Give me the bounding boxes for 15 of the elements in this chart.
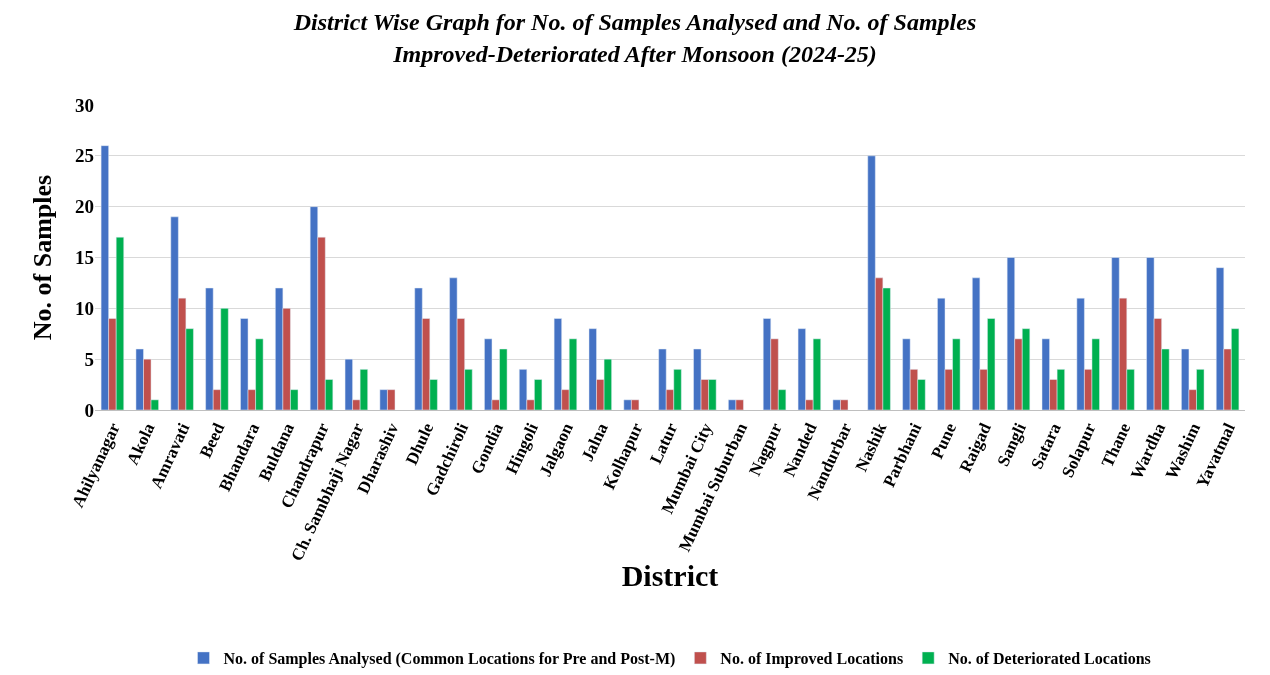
x-axis-title: District <box>621 559 719 593</box>
y-tick-label: 0 <box>84 399 94 421</box>
y-tick-label: 5 <box>84 348 94 370</box>
chart-title: District Wise Graph for No. of Samples Analysed and No. of Samples Improved-Deteriorated After Monsoon (2024-25) <box>292 9 977 67</box>
y-axis-title: No. of Samples <box>28 174 58 341</box>
y-tick-label: 20 <box>75 196 94 218</box>
y-tick-label: 30 <box>75 94 94 116</box>
legend-label: No. of Improved Locations <box>720 650 904 669</box>
x-tick-label: Sangli <box>993 419 1030 470</box>
y-tick-label: 10 <box>75 297 94 319</box>
y-tick-label: 25 <box>75 145 94 167</box>
y-tick-label: 15 <box>75 247 94 269</box>
legend-label: No. of Deteriorated Locations <box>948 650 1151 668</box>
legend-label: No. of Samples Analysed (Common Locations for Pre and Post-M) <box>223 650 676 669</box>
x-tick-label: Pune <box>927 419 961 462</box>
